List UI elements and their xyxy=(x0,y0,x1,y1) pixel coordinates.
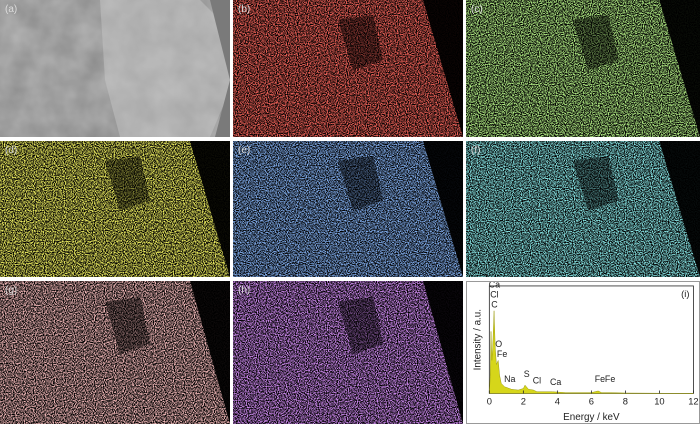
x-tick-label: 8 xyxy=(623,396,628,406)
peak-label: Ca xyxy=(550,377,561,387)
panel-label: (b) xyxy=(238,4,251,15)
panel-label: (f) xyxy=(471,145,481,156)
peak-label: Cl xyxy=(533,375,541,385)
element-map-panel: (f) xyxy=(466,141,700,277)
peak-label: Na xyxy=(504,374,515,384)
peak-label: S xyxy=(524,369,530,379)
x-tick-label: 0 xyxy=(487,396,492,406)
plot-frame xyxy=(488,285,694,394)
peak-label: O xyxy=(495,339,502,349)
peak-label: C xyxy=(491,299,498,309)
element-map-panel: (g) xyxy=(0,281,230,424)
panel-label: (i) xyxy=(681,289,689,299)
panel-label: (a) xyxy=(5,4,18,15)
x-tick-label: 4 xyxy=(555,396,560,406)
x-tick-label: 6 xyxy=(589,396,594,406)
sem-image-panel: (a) xyxy=(0,0,230,137)
x-tick-label: 12 xyxy=(688,396,698,406)
panel-label: (g) xyxy=(5,285,18,296)
element-map-panel: (b) xyxy=(233,0,463,137)
element-map-panel: (h) xyxy=(233,281,463,424)
panel-label: (e) xyxy=(238,145,251,156)
element-map-panel: (c) xyxy=(466,0,700,137)
peak-label: Fe xyxy=(497,349,507,359)
x-tick-label: 2 xyxy=(521,396,526,406)
y-axis-label: Intensity / a.u. xyxy=(472,309,483,370)
x-axis-label: Energy / keV xyxy=(563,412,620,423)
peak-label: Fe xyxy=(595,374,605,384)
peak-label: Cl xyxy=(490,290,498,300)
eds-spectrum-chart: 0 2 4 6 8 10 12 Energy / keV Intensity / a.u. (i)… xyxy=(472,282,698,423)
spectrum-area xyxy=(489,310,694,394)
x-tick-label: 10 xyxy=(654,396,664,406)
panel-label: (h) xyxy=(238,285,251,296)
element-map-panel: (e) xyxy=(233,141,463,277)
element-map-panel: (d) xyxy=(0,141,230,277)
peak-label: Ca xyxy=(489,282,500,290)
peak-label: Fe xyxy=(605,374,615,384)
eds-spectrum-panel: 0 2 4 6 8 10 12 Energy / keV Intensity / a.u. (i)… xyxy=(466,281,700,424)
panel-label: (c) xyxy=(471,4,483,15)
panel-label: (d) xyxy=(5,145,18,156)
